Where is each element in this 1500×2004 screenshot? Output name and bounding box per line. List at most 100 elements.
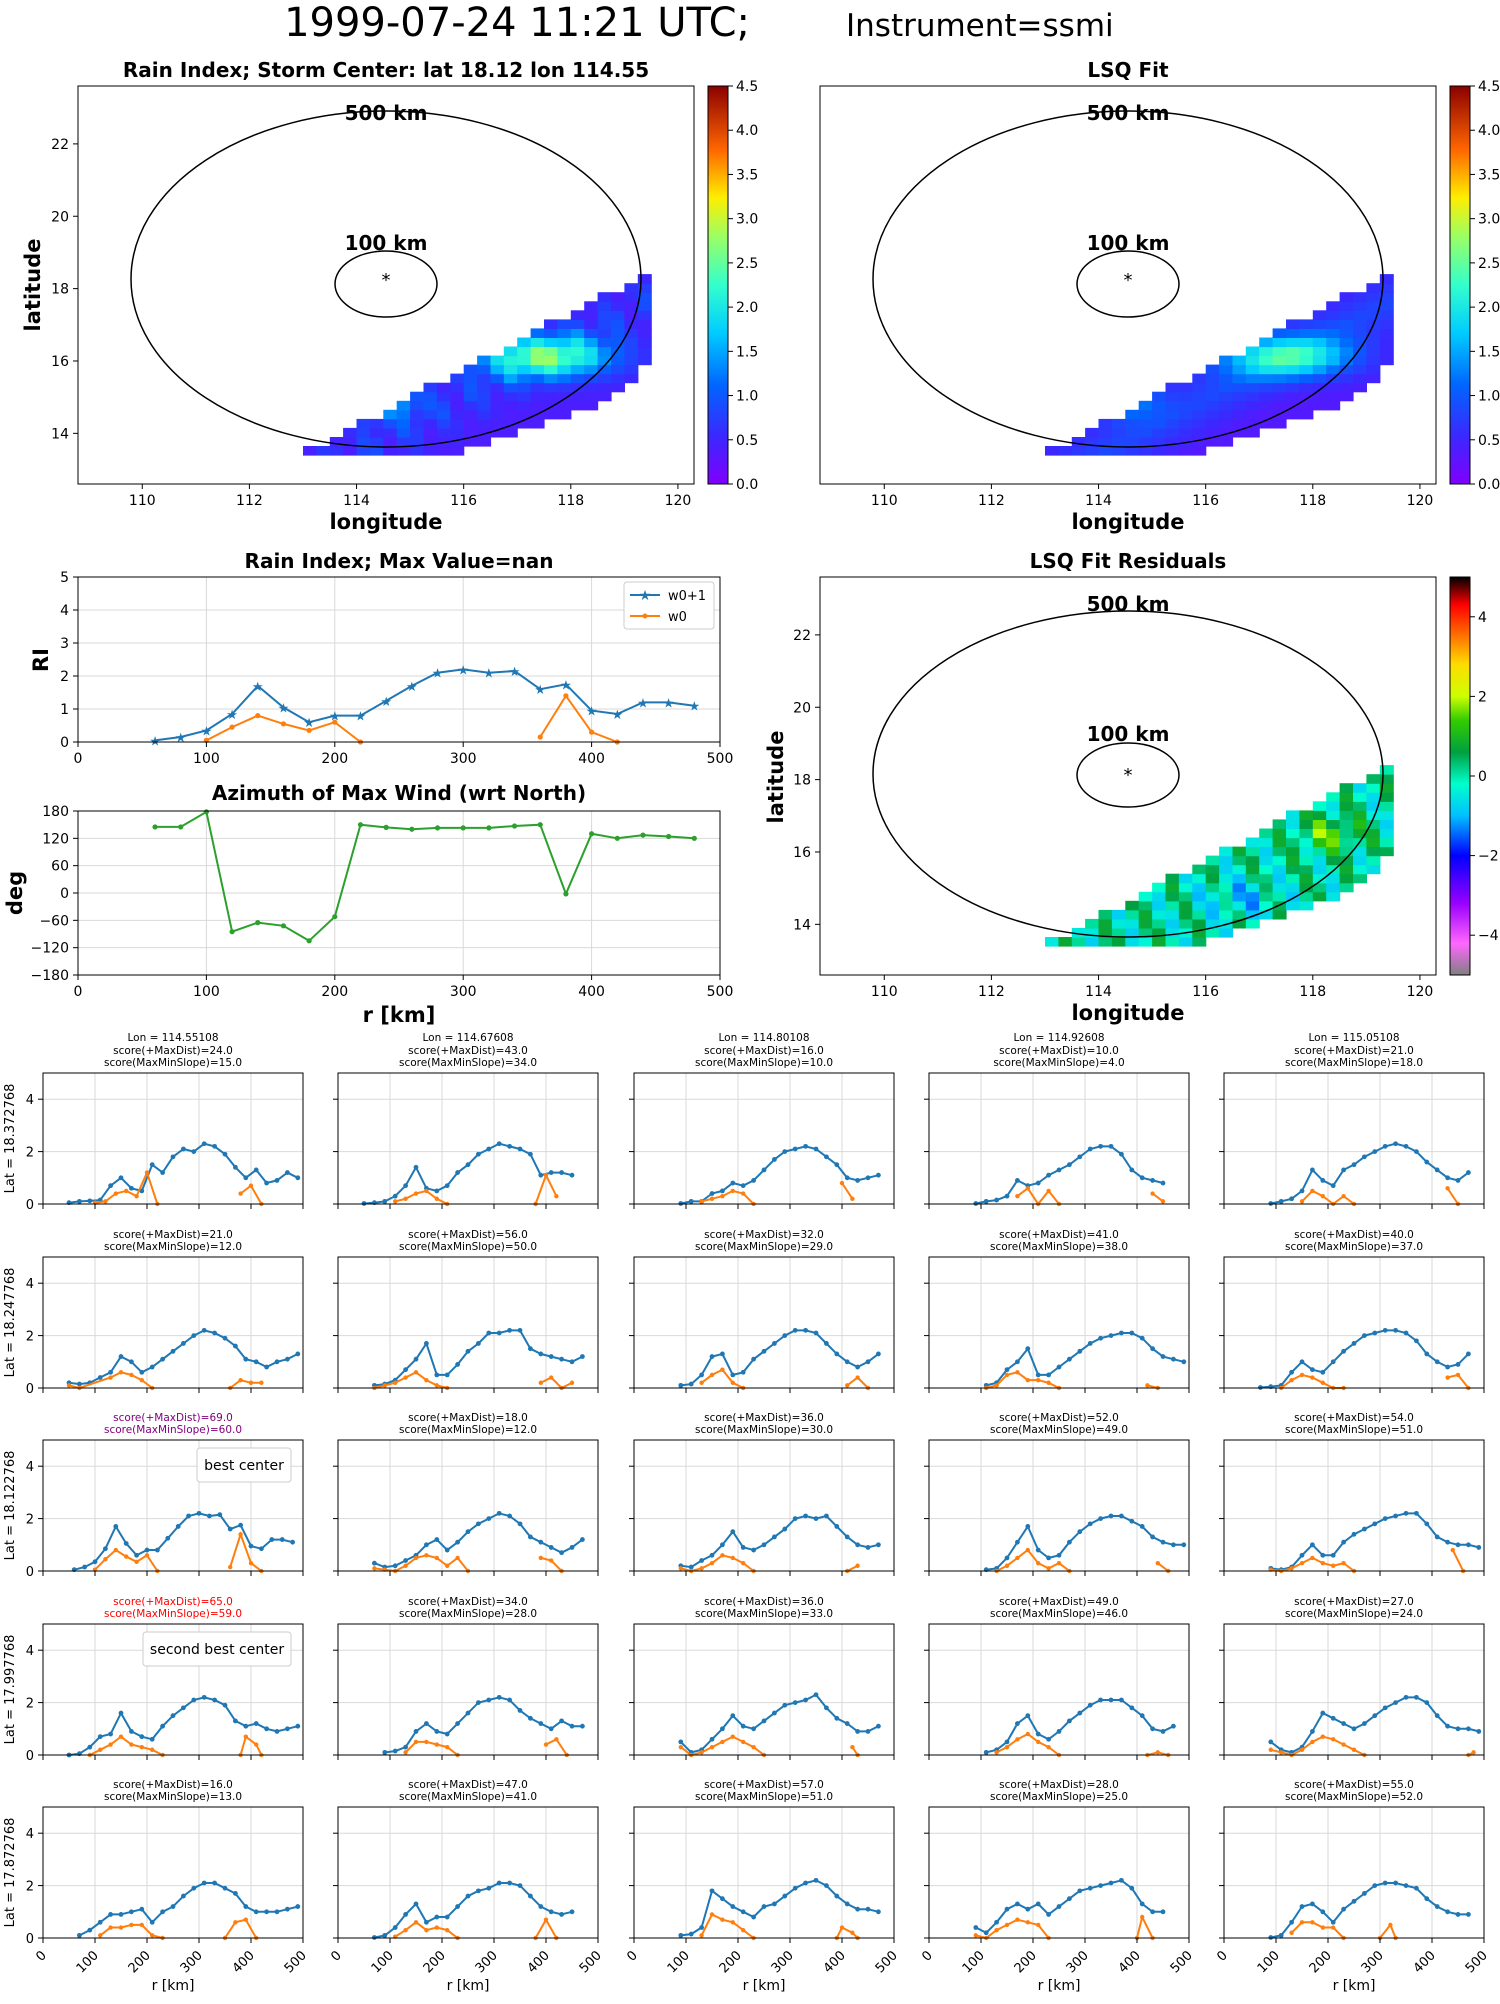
map-cell [584,346,599,357]
series-w0-marker [1015,1555,1020,1561]
map-cell [503,400,518,411]
panel-score-maxdist: score(+MaxDist)=49.0 [999,1596,1119,1608]
series-w0p1-marker [403,1744,408,1750]
series-w0p1-marker [1310,1542,1315,1548]
series-w0p1-marker [233,1891,238,1896]
map-cell [1232,882,1247,893]
series-w0-marker [549,1375,554,1380]
map-cell [584,328,599,338]
map-cell [1232,846,1247,857]
series-w0p1-marker [149,1919,155,1925]
series-w0p1-marker [994,1197,999,1203]
x-tick-label: 100 [369,1948,397,1976]
map-cell [383,427,398,438]
map-cell [410,409,425,420]
map-cell [1111,427,1126,438]
series-w0-marker [238,1377,243,1383]
series-w0p1-marker [983,1749,989,1755]
series-w0p1-marker [813,1146,819,1152]
series-w0-marker [720,1367,725,1372]
map-cell [1152,418,1167,429]
series-w0-marker [1289,1566,1294,1571]
series-w0p1-marker [855,1178,860,1183]
panel-score-maxminslope: score(MaxMinSlope)=37.0 [1285,1241,1423,1253]
map-cell [1353,364,1367,375]
map-cell [1366,310,1381,320]
map-cell [1138,427,1153,438]
map-cell [1152,928,1167,938]
map-fit-colorbar-ticks: 0.00.51.01.52.02.53.03.54.04.5 [1470,79,1500,493]
azimuth-title: Azimuth of Max Wind (wrt North) [212,781,586,805]
map-cell [530,382,545,393]
series-w0p1-marker: ★ [560,678,572,693]
profile-panel-frame [42,1072,304,1205]
map-cell [1071,437,1086,447]
series-w0-line [1451,1549,1465,1572]
colorbar-tick-label: 1.0 [736,389,758,405]
series-w0p1-line [1270,1882,1469,1939]
series-w0-marker [537,734,543,740]
map-cell [1366,783,1381,793]
map-cell [570,328,585,338]
series-w0-marker [445,1744,450,1750]
series-w0p1-marker [285,1356,290,1362]
figure-title: 1999-07-24 11:21 UTC; [284,0,750,46]
series-w0-marker [720,1193,725,1199]
series-w0p1-marker [392,1563,398,1569]
map-cell [1205,418,1220,429]
series-w0p1-marker [699,1558,704,1563]
series-w0p1-marker [865,1175,871,1181]
map-rain-xlabel: longitude [329,510,442,534]
series-w0p1-marker [496,1880,502,1886]
map-cell [544,391,558,402]
map-cell [1379,301,1394,311]
x-tick-label: 400 [230,1948,258,1976]
x-tick-label: 200 [321,984,348,1000]
map-cell [584,319,599,329]
series-w0p1-marker [507,1697,512,1703]
map-cell [1232,873,1247,884]
series-w0-marker [839,1180,845,1186]
series-w0p1-marker [740,1369,746,1375]
map-cell [1353,346,1367,357]
map-cell [1272,373,1287,384]
map-cell [1138,437,1153,447]
series-w0p1-marker [129,1359,134,1365]
series-w0-marker [113,1547,119,1553]
series-w0p1-marker [1403,1510,1409,1516]
rain-profile-panel: Rain Index; Max Value=nan ★ ★ ★★★★★ ★ ★★★★ ★ ★… [29,549,733,767]
series-w0-marker [855,1375,860,1380]
map-cell [1259,364,1274,375]
series-w0p1-marker [108,1912,113,1917]
map-cell [1259,837,1274,848]
series-w0-marker [543,1172,549,1178]
map-cell [477,409,492,420]
series-w0p1-marker [538,1721,544,1726]
series-w0p1-marker [1299,1359,1305,1365]
map-cell [1326,792,1341,802]
azimuth-marker [460,825,466,831]
series-w0p1-marker [855,1542,860,1548]
x-tick-label: 112 [978,493,1005,509]
x-tick-label: 116 [450,493,477,509]
series-w0p1-marker [113,1524,119,1529]
map-cell [1353,801,1367,811]
map-cell [1165,400,1180,411]
map-cell [1353,355,1367,366]
series-w0p1-marker [413,1356,419,1362]
series-w0p1-marker [813,1516,819,1521]
series-w0p1-marker [983,1198,989,1204]
map-cell [356,437,371,447]
series-w0p1-marker [181,1893,186,1899]
series-w0p1-marker [720,1896,725,1902]
series-w0p1-marker [191,1697,197,1703]
map-cell [1219,409,1234,420]
y-tick-label: −120 [31,941,69,957]
series-w0p1-marker [865,1729,871,1734]
series-w0-marker [730,1734,735,1739]
series-w0-marker [1351,1747,1357,1752]
series-w0p1-marker [1139,1713,1145,1719]
series-w0p1-marker [720,1351,725,1357]
map-resid-ylabel: latitude [764,731,788,824]
series-w0p1-marker [1424,1521,1430,1527]
